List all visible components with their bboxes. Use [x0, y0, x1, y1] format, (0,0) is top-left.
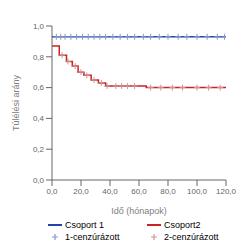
- svg-text:0,6: 0,6: [33, 83, 45, 92]
- html-text:1-cenzúrázott: 1-cenzúrázott: [65, 232, 120, 242]
- svg-text:80,0: 80,0: [160, 187, 176, 196]
- html-text:Csoport 1: Csoport 1: [65, 220, 104, 230]
- svg-text:100,0: 100,0: [187, 187, 208, 196]
- svg-text:0,0: 0,0: [46, 187, 58, 196]
- svg-text:60,0: 60,0: [131, 187, 147, 196]
- svg-text:120,0: 120,0: [216, 187, 237, 196]
- svg-text:40,0: 40,0: [102, 187, 118, 196]
- svg-text:1,0: 1,0: [33, 22, 45, 31]
- svg-text:0,0: 0,0: [33, 176, 45, 185]
- svg-text:20,0: 20,0: [73, 187, 89, 196]
- svg-text:0,2: 0,2: [33, 145, 45, 154]
- svg-text:0,8: 0,8: [33, 53, 45, 62]
- svg-text:Idő (hónapok): Idő (hónapok): [111, 206, 167, 216]
- html-text:Csoport2: Csoport2: [164, 220, 201, 230]
- svg-text:0,4: 0,4: [33, 114, 45, 123]
- html-text:2-cenzúrázott: 2-cenzúrázott: [164, 232, 219, 242]
- svg-text:Túlélési arány: Túlélési arány: [11, 74, 21, 131]
